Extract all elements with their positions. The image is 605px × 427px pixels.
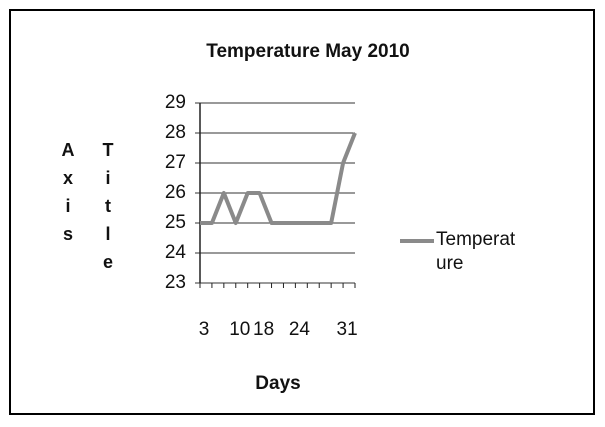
data-line [200,132,357,225]
legend: Temperature [400,228,540,276]
y-tick-label: 27 [165,152,186,173]
x-axis-title: Days [255,373,300,394]
chart-frame [9,9,595,415]
x-tick-label: 3 [199,319,210,340]
y-tick-label: 25 [165,212,186,233]
x-tick-label: 18 [253,319,274,340]
y-tick-label: 26 [165,182,186,203]
legend-label: Temperature [436,229,516,274]
x-tick-label: 31 [337,319,358,340]
y-tick-label: 24 [165,242,187,263]
x-tick-label: 10 [229,319,250,340]
chart-title: Temperature May 2010 [206,41,409,62]
legend-swatch [400,239,434,243]
x-tick-label: 24 [289,319,311,340]
y-tick-label: 23 [165,272,186,293]
y-tick-label: 29 [165,92,186,113]
y-tick-label: 28 [165,122,186,143]
y-axis-title: Axis Title [58,140,118,280]
